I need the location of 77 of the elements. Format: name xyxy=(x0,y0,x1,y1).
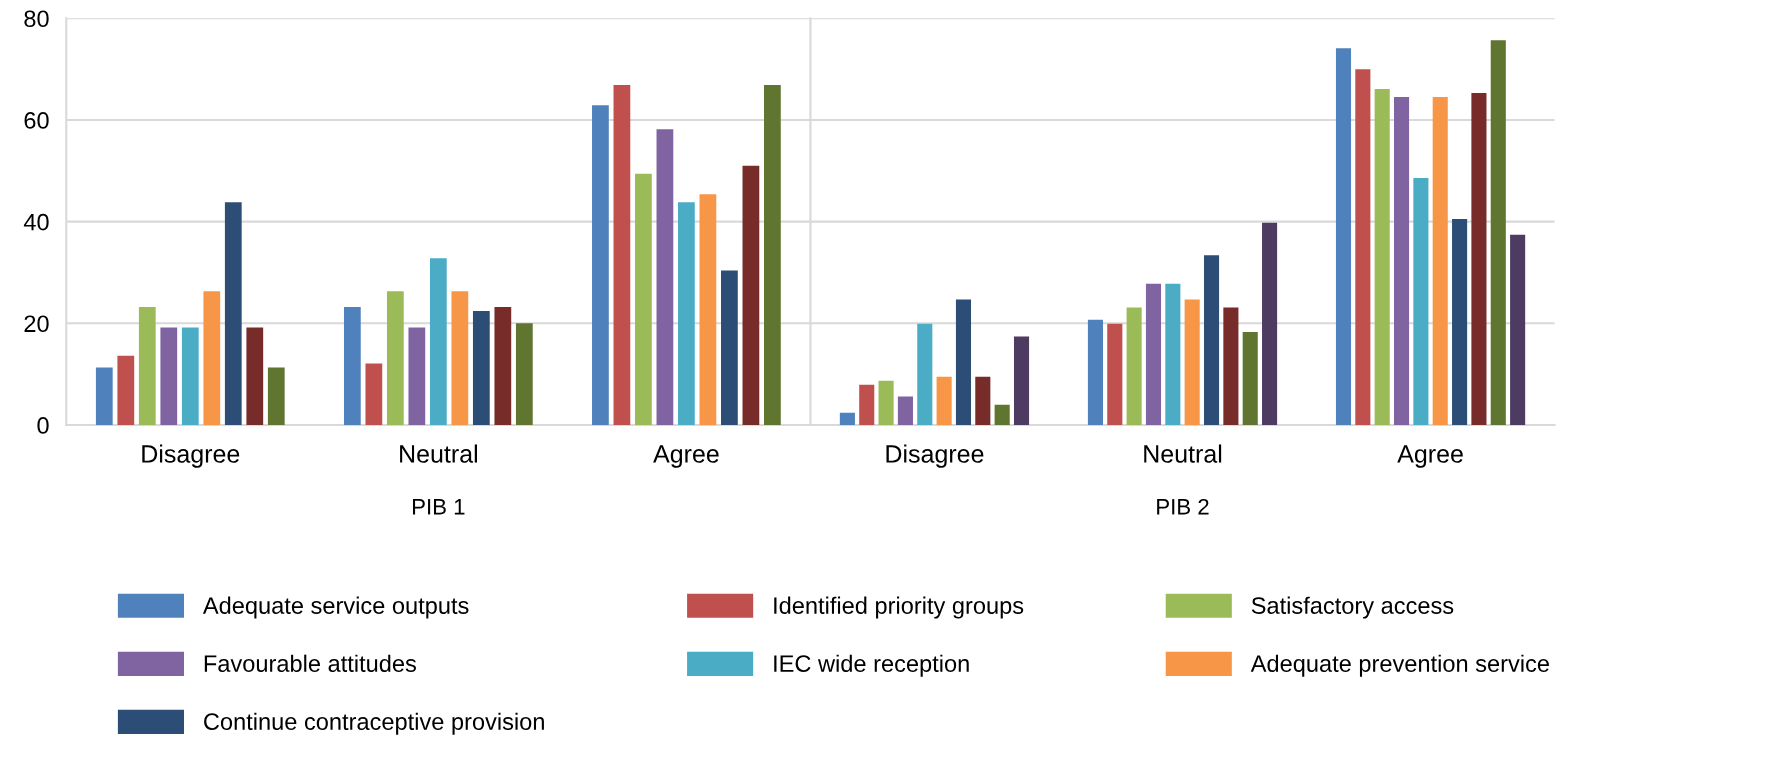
bar xyxy=(1393,97,1410,425)
bar xyxy=(181,327,199,425)
bar xyxy=(408,327,426,425)
bar xyxy=(1165,283,1181,425)
bar xyxy=(1374,88,1390,425)
bar xyxy=(203,291,221,425)
x-tick-label: Agree xyxy=(653,445,719,468)
bar xyxy=(1452,219,1468,425)
bar xyxy=(1107,323,1123,425)
bar xyxy=(515,323,533,425)
x-tick-label: Disagree xyxy=(886,444,984,468)
bar xyxy=(917,323,933,425)
bar xyxy=(451,291,469,425)
bar xyxy=(138,307,156,425)
legend-label: Favourable attitudes xyxy=(204,654,416,672)
bar xyxy=(160,327,178,425)
bar xyxy=(1490,40,1506,425)
bar xyxy=(429,258,447,425)
bar xyxy=(95,367,113,425)
x-axis-title: PIB 2 xyxy=(1157,498,1209,515)
bar xyxy=(635,173,652,425)
legend-label: Identified priority groups xyxy=(774,596,1024,619)
bar xyxy=(656,129,674,425)
bar xyxy=(1203,255,1220,425)
bar xyxy=(365,363,383,425)
bar xyxy=(839,412,855,425)
x-tick-label: Neutral xyxy=(1144,444,1222,463)
bar xyxy=(1355,69,1371,425)
bar xyxy=(699,194,717,425)
bar xyxy=(1087,319,1103,425)
bar xyxy=(1471,93,1487,425)
bar xyxy=(878,380,894,425)
x-tick-label: Agree xyxy=(1397,445,1463,468)
bar xyxy=(955,299,972,425)
legend-label: IEC wide reception xyxy=(774,654,969,677)
bar xyxy=(592,105,609,425)
bar xyxy=(1413,177,1429,425)
y-tick-label: 20 xyxy=(24,315,49,333)
x-tick-label: Disagree xyxy=(142,444,240,468)
bar xyxy=(224,202,242,425)
bar xyxy=(343,307,361,425)
legend-label: Continue contraceptive provision xyxy=(204,712,544,735)
bar xyxy=(117,355,135,425)
bar xyxy=(994,404,1010,425)
bar xyxy=(678,202,695,425)
y-tick-label: 0 xyxy=(37,417,49,434)
bar xyxy=(386,291,404,425)
bar xyxy=(1184,299,1200,425)
x-axis-title: PIB 1 xyxy=(412,499,465,515)
legend-label: Adequate service outputs xyxy=(202,596,469,619)
bar xyxy=(742,165,760,425)
bar xyxy=(1013,336,1030,425)
bar xyxy=(1126,307,1142,425)
bar xyxy=(472,311,490,425)
bar xyxy=(764,84,781,425)
bar xyxy=(246,327,264,425)
y-tick-label: 40 xyxy=(23,213,49,231)
bar xyxy=(1242,331,1258,425)
bar xyxy=(1510,234,1526,425)
y-tick-label: 80 xyxy=(24,10,49,28)
bar xyxy=(897,396,913,425)
legend-label: Adequate prevention service xyxy=(1250,654,1549,677)
bar xyxy=(975,376,991,425)
x-tick-label: Neutral xyxy=(400,444,477,463)
bar xyxy=(267,367,285,425)
bar xyxy=(1262,222,1278,425)
bar xyxy=(721,270,738,425)
bar xyxy=(494,307,512,425)
y-tick-label: 60 xyxy=(24,112,49,129)
bar xyxy=(859,384,875,425)
bar xyxy=(1432,97,1448,425)
bar xyxy=(1335,48,1352,425)
bar xyxy=(936,376,952,425)
bar xyxy=(1223,307,1239,425)
bar xyxy=(613,84,631,425)
bar xyxy=(1145,283,1162,425)
legend-label: Satisfactory access xyxy=(1251,596,1454,619)
